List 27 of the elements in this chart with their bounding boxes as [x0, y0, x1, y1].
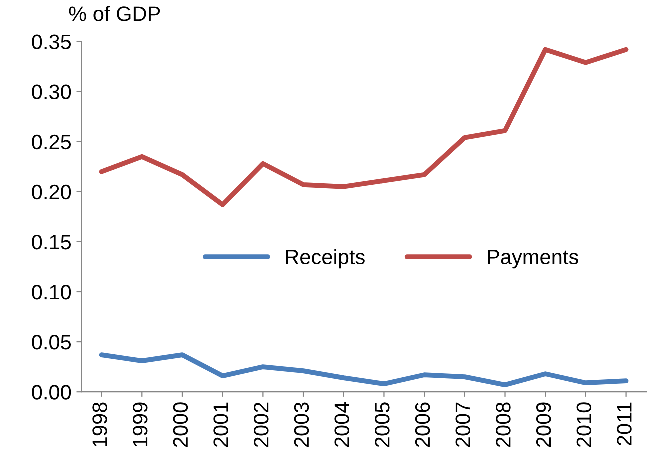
- x-tick-label: 2006: [415, 402, 430, 448]
- x-tick-label: 2008: [496, 402, 511, 448]
- x-tick-label: 2003: [294, 402, 310, 448]
- line-series: [99, 47, 629, 208]
- y-axis-title: % of GDP: [69, 6, 160, 22]
- x-tick-label: 2010: [576, 402, 592, 448]
- y-tick-label: 0.20: [32, 184, 72, 200]
- x-tick-label: 1998: [92, 402, 108, 447]
- legend-label: Receipts: [286, 249, 365, 269]
- y-tick-label: 0.10: [32, 284, 72, 300]
- x-tick-label: 2002: [254, 402, 269, 448]
- x-tick-label: 2011: [617, 402, 632, 446]
- y-tick-label: 0.30: [32, 84, 72, 100]
- y-tick-label: 0.35: [32, 34, 72, 50]
- line-series: [99, 352, 629, 388]
- x-tick-label: 2004: [334, 402, 350, 448]
- y-tick-label: 0.25: [32, 134, 72, 150]
- x-tick-label: 2009: [536, 402, 552, 448]
- x-tick-label: 2005: [375, 402, 390, 448]
- y-tick-label: 0.15: [32, 234, 72, 250]
- x-tick-label: 2000: [173, 402, 188, 448]
- x-tick-label: 2001: [214, 402, 228, 448]
- x-tick-label: 1999: [132, 402, 148, 447]
- y-tick-label: 0.05: [32, 335, 72, 350]
- x-tick-label: 2007: [456, 402, 471, 448]
- y-tick-label: 0.00: [32, 385, 72, 400]
- legend-label: Payments: [488, 250, 578, 269]
